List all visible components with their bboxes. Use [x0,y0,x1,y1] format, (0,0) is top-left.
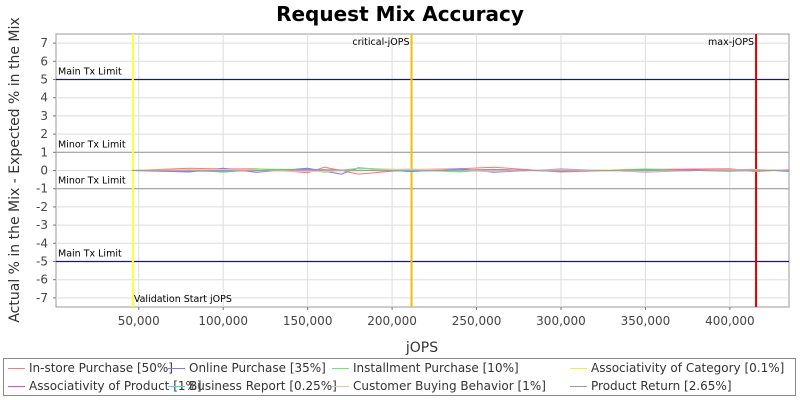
x-tick-label: 100,000 [198,314,248,328]
legend: In-store Purchase [50%] Online Purchase [… [3,358,796,396]
y-tick-label: 7 [40,36,48,50]
y-tick-label: -5 [36,255,48,269]
legend-label: Business Report [0.25%] [189,379,337,393]
legend-item: In-store Purchase [50%] [8,359,173,377]
reference-line-label: Main Tx Limit [58,249,122,260]
y-axis-ticks: -7 -6 -5 -4 -3 -2 -1 0 1 2 3 4 5 6 7 [36,36,56,305]
legend-item: Business Report [0.25%] [168,377,337,395]
y-tick-label: 5 [40,73,48,87]
x-tick-label: 350,000 [621,314,671,328]
series-line-7 [131,168,790,172]
legend-label: In-store Purchase [50%] [29,361,173,375]
y-tick-label: 2 [40,127,48,141]
y-tick-label: -7 [36,291,48,305]
y-tick-label: 0 [40,164,48,178]
legend-swatch [168,385,185,387]
legend-swatch [332,385,349,387]
legend-item: Product Return [2.65%] [570,377,732,395]
legend-label: Associativity of Category [0.1%] [591,361,785,375]
x-tick-label: 300,000 [536,314,586,328]
legend-swatch [168,367,185,369]
legend-swatch [8,367,25,369]
y-tick-label: 6 [40,54,48,68]
y-tick-label: -4 [36,236,48,250]
y-tick-label: -6 [36,273,48,287]
y-tick-label: -2 [36,200,48,214]
y-tick-label: 1 [40,145,48,159]
marker-label: Validation Start jOPS [134,294,232,305]
request-mix-chart: Request Mix Accuracy Main Tx Limit Minor … [7,2,790,356]
reference-line-label: Main Tx Limit [58,67,122,78]
reference-line-label: Minor Tx Limit [58,176,126,187]
legend-swatch [570,385,587,387]
x-axis-label: jOPS [405,340,438,356]
y-tick-label: -1 [36,182,48,196]
legend-label: Customer Buying Behavior [1%] [353,379,546,393]
chart-title: Request Mix Accuracy [276,2,524,26]
legend-label: Installment Purchase [10%] [353,361,519,375]
y-tick-label: -3 [36,218,48,232]
legend-item: Associativity of Category [0.1%] [570,359,784,377]
legend-label: Product Return [2.65%] [591,379,732,393]
x-tick-label: 200,000 [367,314,417,328]
legend-swatch [8,385,25,387]
marker-label: max-jOPS [708,37,754,48]
x-tick-label: 250,000 [452,314,502,328]
x-tick-label: 50,000 [118,314,160,328]
y-tick-label: 3 [40,109,48,123]
reference-line-label: Minor Tx Limit [58,139,126,150]
y-axis-label: Actual % in the Mix - Expected % in the … [7,17,23,322]
legend-item: Online Purchase [35%] [168,359,326,377]
x-tick-label: 150,000 [283,314,333,328]
series-lines [131,166,790,175]
reference-lines: Main Tx Limit Minor Tx Limit Minor Tx Limi… [56,67,789,263]
y-tick-label: 4 [40,91,48,105]
legend-label: Associativity of Product [1%] [29,379,202,393]
legend-item: Associativity of Product [1%] [8,377,202,395]
legend-label: Online Purchase [35%] [189,361,326,375]
x-tick-label: 400,000 [705,314,755,328]
x-axis-ticks: 50,000 100,000 150,000 200,000 250,000 300,00… [118,307,755,328]
marker-label: critical-jOPS [352,37,409,48]
legend-swatch [570,367,587,369]
legend-item: Installment Purchase [10%] [332,359,519,377]
legend-swatch [332,367,349,369]
legend-item: Customer Buying Behavior [1%] [332,377,546,395]
